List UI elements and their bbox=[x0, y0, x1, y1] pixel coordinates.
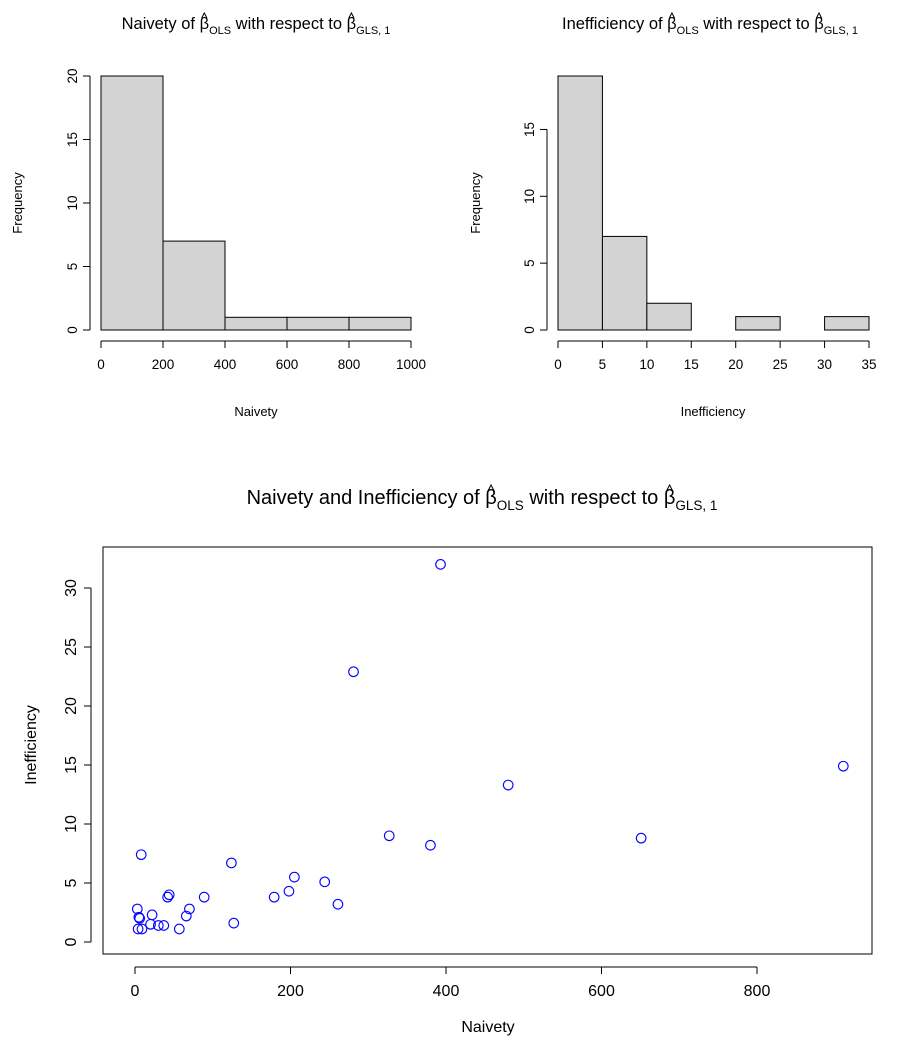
scatter-point bbox=[837, 760, 849, 772]
x-tick-label: 15 bbox=[684, 357, 699, 372]
scatter-point bbox=[319, 876, 331, 888]
histogram-bar bbox=[646, 302, 692, 331]
scatter-point bbox=[158, 920, 170, 931]
scatter-point bbox=[348, 666, 359, 678]
scatter-point bbox=[198, 891, 210, 903]
scatter-point bbox=[180, 910, 192, 922]
naivety-histogram-title: Naivety of βOLS with respect to βGLS, 1 bbox=[122, 15, 391, 37]
y-tick-label: 0 bbox=[65, 326, 80, 334]
scatter-point bbox=[435, 559, 446, 570]
naivety-histogram: Naivety of βOLS with respect to βGLS, 1 … bbox=[10, 15, 426, 419]
scatter-plot-box bbox=[102, 546, 873, 955]
y-tick-label: 20 bbox=[65, 68, 80, 83]
scatter-point bbox=[135, 849, 147, 861]
y-tick-label: 15 bbox=[65, 132, 80, 147]
x-tick-label: 30 bbox=[817, 357, 832, 372]
histogram-bar bbox=[601, 235, 648, 331]
x-tick-label: 5 bbox=[599, 357, 607, 372]
scatter-point bbox=[152, 920, 164, 931]
x-tick-label: 0 bbox=[97, 357, 105, 372]
inefficiency-histogram-xlabel: Inefficiency bbox=[681, 404, 746, 419]
y-tick-label: 10 bbox=[522, 189, 537, 204]
scatter-point bbox=[184, 903, 195, 915]
x-tick-label: 0 bbox=[131, 983, 140, 1000]
inefficiency-histogram-title: Inefficiency of βOLS with respect to βGL… bbox=[562, 15, 858, 37]
scatter-point bbox=[289, 871, 300, 883]
x-tick-label: 25 bbox=[773, 357, 788, 372]
scatter-point bbox=[268, 891, 280, 903]
x-tick-label: 600 bbox=[276, 357, 299, 372]
histogram-bar bbox=[286, 316, 350, 331]
y-tick-label: 30 bbox=[63, 579, 80, 597]
histogram-bar bbox=[100, 75, 164, 331]
scatter-point bbox=[133, 911, 145, 923]
histogram-bar bbox=[824, 316, 870, 331]
naivety-histogram-xlabel: Naivety bbox=[234, 404, 278, 419]
y-tick-label: 20 bbox=[63, 697, 80, 715]
scatter-point bbox=[332, 898, 344, 910]
scatter-xlabel: Naivety bbox=[461, 1019, 514, 1036]
hat-accent bbox=[815, 11, 823, 19]
scatter-point bbox=[173, 923, 185, 935]
scatter-point bbox=[226, 857, 237, 869]
inefficiency-histogram: Inefficiency of βOLS with respect to βGL… bbox=[468, 15, 877, 419]
histogram-bar bbox=[557, 75, 603, 331]
scatter-point bbox=[228, 917, 240, 929]
x-tick-label: 400 bbox=[433, 983, 460, 1000]
y-tick-label: 0 bbox=[63, 937, 80, 946]
y-tick-label: 5 bbox=[63, 878, 80, 887]
x-tick-label: 20 bbox=[728, 357, 743, 372]
naivety-histogram-ylabel: Frequency bbox=[10, 172, 25, 234]
scatter-point bbox=[502, 779, 514, 791]
hat-accent bbox=[668, 11, 675, 19]
y-tick-label: 5 bbox=[65, 263, 80, 271]
x-tick-label: 200 bbox=[152, 357, 175, 372]
x-tick-label: 800 bbox=[744, 983, 771, 1000]
scatter-point bbox=[163, 889, 175, 901]
y-tick-label: 25 bbox=[63, 638, 80, 656]
histogram-bar bbox=[348, 316, 412, 331]
scatter-point bbox=[134, 913, 146, 924]
histogram-bar bbox=[735, 316, 781, 331]
x-tick-label: 1000 bbox=[396, 357, 426, 372]
y-tick-label: 10 bbox=[63, 815, 80, 833]
histogram-bar bbox=[224, 316, 288, 331]
scatter-ylabel: Inefficiency bbox=[23, 705, 40, 785]
y-tick-label: 10 bbox=[65, 195, 80, 210]
scatter-title: Naivety and Inefficiency of βOLS with re… bbox=[247, 487, 718, 513]
naivety-inefficiency-scatter: Naivety and Inefficiency of βOLS with re… bbox=[23, 487, 873, 1036]
inefficiency-histogram-ylabel: Frequency bbox=[468, 172, 483, 234]
x-tick-label: 800 bbox=[338, 357, 361, 372]
x-tick-label: 200 bbox=[277, 983, 304, 1000]
hat-accent bbox=[201, 11, 208, 19]
x-tick-label: 35 bbox=[861, 357, 876, 372]
scatter-point bbox=[162, 891, 174, 903]
y-tick-label: 0 bbox=[522, 326, 537, 334]
x-tick-label: 600 bbox=[588, 983, 615, 1000]
scatter-point bbox=[132, 923, 144, 935]
x-tick-label: 0 bbox=[554, 357, 562, 372]
scatter-point bbox=[425, 839, 436, 851]
y-tick-label: 15 bbox=[522, 122, 537, 137]
scatter-point bbox=[635, 832, 647, 844]
scatter-point bbox=[136, 923, 148, 935]
hat-accent bbox=[348, 11, 355, 19]
hat-accent bbox=[487, 483, 495, 492]
y-tick-label: 5 bbox=[522, 259, 537, 267]
scatter-point bbox=[146, 909, 158, 921]
scatter-point bbox=[283, 885, 295, 897]
x-tick-label: 400 bbox=[214, 357, 237, 372]
x-tick-label: 10 bbox=[639, 357, 654, 372]
histogram-bar bbox=[162, 240, 226, 331]
hat-accent bbox=[665, 483, 674, 492]
scatter-point bbox=[383, 830, 395, 842]
y-tick-label: 15 bbox=[63, 756, 80, 774]
